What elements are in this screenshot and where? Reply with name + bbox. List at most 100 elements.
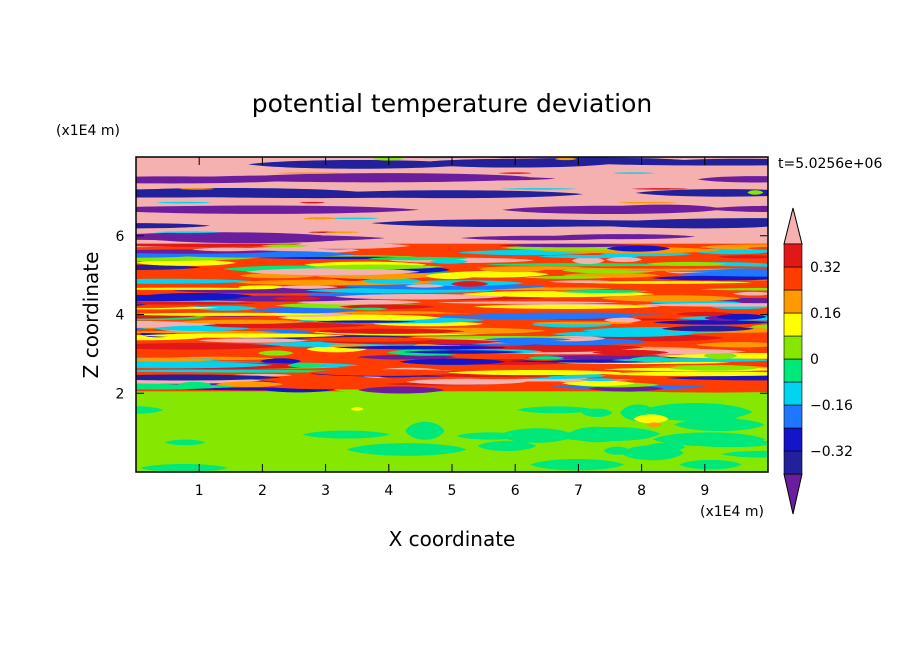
colorbar-segment bbox=[783, 381, 803, 406]
colorbar-segment bbox=[783, 243, 803, 268]
field-patch bbox=[164, 205, 353, 213]
colorbar-tick-label: 0.32 bbox=[810, 260, 841, 276]
field-patch bbox=[157, 192, 481, 199]
field-patch bbox=[554, 157, 577, 161]
field-patch bbox=[245, 268, 421, 276]
x-tick-label: 8 bbox=[637, 483, 646, 499]
colorbar-tick-label: −0.16 bbox=[810, 398, 853, 414]
colorbar-tick-label: 0 bbox=[810, 352, 819, 368]
field-patch bbox=[661, 325, 755, 332]
field-patch bbox=[136, 406, 164, 414]
field-patch bbox=[164, 439, 206, 446]
field-patch bbox=[136, 287, 276, 290]
field-patch bbox=[716, 313, 767, 320]
field-patch bbox=[362, 278, 422, 284]
field-patch bbox=[430, 308, 553, 314]
x-tick-label: 1 bbox=[195, 483, 204, 499]
field-patch bbox=[681, 439, 768, 448]
field-patch bbox=[294, 337, 439, 342]
field-patch bbox=[636, 303, 768, 307]
field-patch bbox=[307, 369, 462, 376]
field-patch bbox=[136, 234, 385, 242]
field-patch bbox=[328, 217, 380, 220]
field-patch bbox=[747, 247, 768, 250]
field-patch bbox=[299, 201, 326, 204]
field-patch bbox=[314, 328, 466, 334]
field-patch bbox=[483, 337, 572, 342]
colorbar-tick-label: 0.16 bbox=[810, 306, 841, 322]
field-patch bbox=[177, 319, 306, 324]
x-tick-label: 5 bbox=[448, 483, 457, 499]
field-patch bbox=[604, 222, 768, 229]
x-tick-label: 2 bbox=[258, 483, 267, 499]
field-patch bbox=[136, 176, 297, 184]
field-patch bbox=[404, 284, 445, 288]
field-patch bbox=[750, 324, 768, 329]
field-patch bbox=[316, 320, 417, 323]
x-tick-label: 6 bbox=[511, 483, 520, 499]
field-patch bbox=[718, 255, 768, 259]
field-patch bbox=[571, 257, 605, 265]
field-patch bbox=[501, 188, 577, 190]
field-patch bbox=[635, 189, 768, 197]
field-patch bbox=[652, 320, 768, 325]
field-patch bbox=[405, 421, 445, 440]
field-patch bbox=[605, 256, 643, 263]
field-patch bbox=[439, 313, 634, 320]
field-patch bbox=[367, 256, 469, 261]
field-patch bbox=[324, 231, 361, 233]
field-patch bbox=[136, 357, 215, 362]
field-patch bbox=[561, 380, 636, 387]
y-tick-label: 6 bbox=[116, 229, 125, 245]
field-patch bbox=[193, 305, 258, 311]
colorbar-segment bbox=[783, 404, 803, 429]
field-patch bbox=[237, 285, 287, 289]
colorbar-segment bbox=[783, 289, 803, 314]
field-patch bbox=[720, 450, 768, 458]
field-patch bbox=[485, 263, 673, 267]
field-patch bbox=[529, 458, 625, 471]
field-patch bbox=[361, 444, 424, 456]
field-patch bbox=[257, 350, 294, 356]
field-patch bbox=[405, 378, 527, 385]
field-patch bbox=[679, 459, 742, 470]
field-patch bbox=[475, 266, 607, 270]
field-patch bbox=[277, 285, 338, 289]
field-patch bbox=[697, 176, 768, 183]
field-patch bbox=[666, 375, 768, 381]
field-patch bbox=[631, 188, 689, 190]
field-patch bbox=[498, 428, 576, 443]
field-patch bbox=[580, 378, 619, 382]
field-patch bbox=[357, 386, 445, 394]
x-tick-label: 9 bbox=[700, 483, 709, 499]
field-patch bbox=[553, 289, 652, 294]
field-patch bbox=[226, 176, 519, 183]
field-patch bbox=[703, 352, 738, 360]
field-patch bbox=[350, 407, 364, 411]
field-patch bbox=[545, 234, 696, 240]
field-patch bbox=[136, 278, 254, 284]
field-patch bbox=[524, 275, 613, 279]
field-patch bbox=[356, 354, 457, 360]
field-patch bbox=[588, 385, 664, 392]
field-patch bbox=[403, 350, 524, 354]
field-patch bbox=[136, 342, 283, 350]
field-patch bbox=[177, 381, 212, 388]
field-patch bbox=[260, 244, 309, 248]
colorbar: 0.32 0.16 0 −0.16 −0.32 bbox=[783, 207, 853, 515]
field-patch bbox=[502, 344, 645, 351]
field-patch bbox=[604, 317, 642, 323]
field-patch bbox=[611, 358, 768, 363]
colorbar-tick-label: −0.32 bbox=[810, 444, 853, 460]
field-patch bbox=[310, 264, 443, 270]
colorbar-extend-bottom bbox=[783, 473, 803, 515]
field-patch bbox=[260, 358, 302, 365]
field-patch bbox=[215, 381, 284, 387]
field-patch bbox=[429, 259, 469, 264]
field-patch bbox=[139, 333, 346, 338]
field-patch bbox=[646, 261, 728, 266]
field-patch bbox=[674, 418, 765, 432]
field-patch bbox=[248, 160, 470, 169]
field-patch bbox=[557, 433, 652, 442]
